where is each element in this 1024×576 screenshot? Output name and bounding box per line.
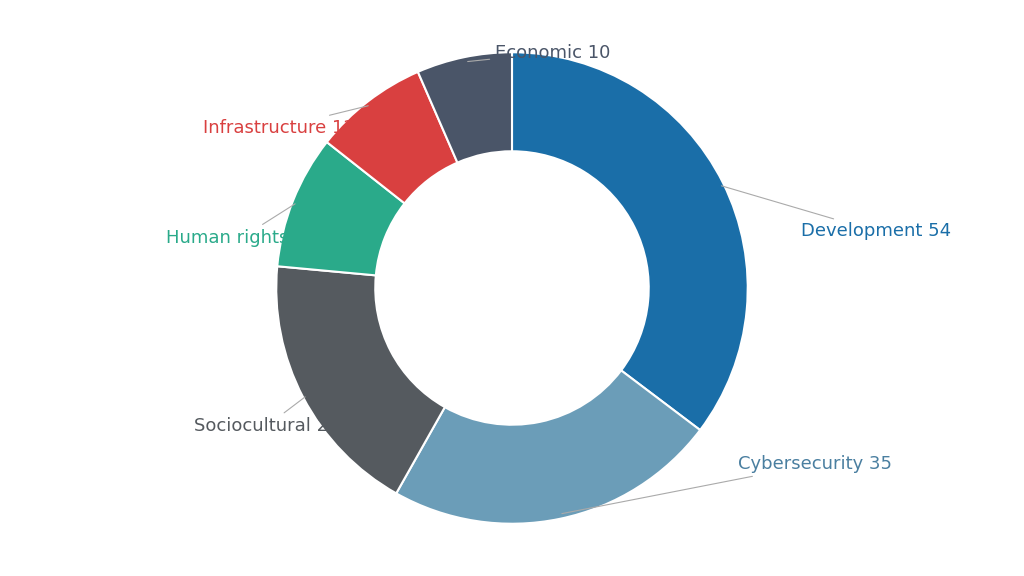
Text: Cybersecurity 35: Cybersecurity 35 [562,455,892,514]
Wedge shape [276,266,444,494]
Wedge shape [396,370,700,524]
Wedge shape [512,52,748,430]
Wedge shape [418,52,512,162]
Text: Human rights 14: Human rights 14 [166,204,317,247]
Wedge shape [327,72,458,203]
Text: Economic 10: Economic 10 [468,44,610,62]
Text: Sociocultural 28: Sociocultural 28 [194,397,339,435]
Wedge shape [278,142,404,275]
Text: Infrastructure 12: Infrastructure 12 [203,106,369,137]
Text: Development 54: Development 54 [722,186,951,240]
